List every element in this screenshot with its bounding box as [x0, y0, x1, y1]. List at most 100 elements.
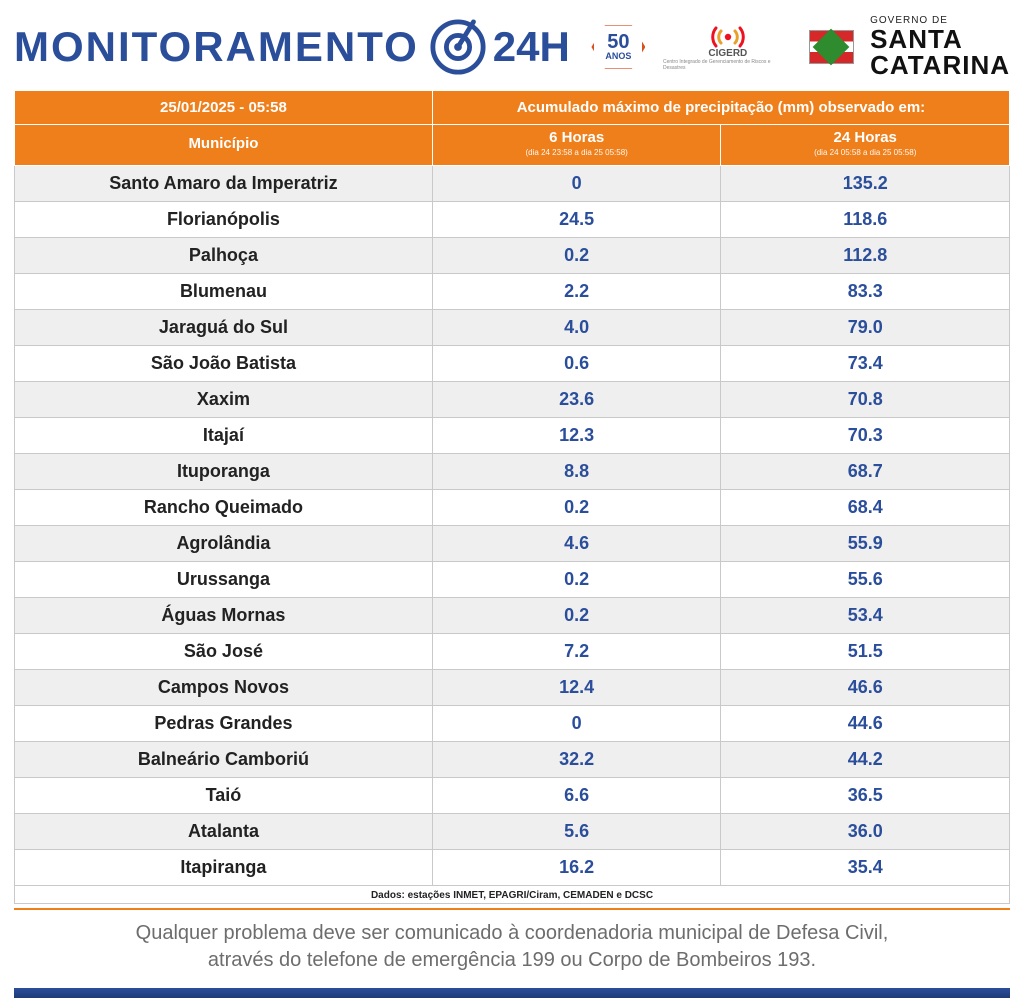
- cigerd-label: CIGERD: [708, 48, 747, 59]
- cell-municipio: Águas Mornas: [15, 598, 433, 634]
- cell-6h: 0.2: [432, 562, 721, 598]
- cell-municipio: Itajaí: [15, 418, 433, 454]
- hdr-col-municipio: Município: [15, 125, 433, 166]
- table-row: Palhoça0.2112.8: [15, 238, 1010, 274]
- cell-24h: 55.6: [721, 562, 1010, 598]
- cell-municipio: Itapiranga: [15, 850, 433, 886]
- cell-municipio: Agrolândia: [15, 526, 433, 562]
- cell-6h: 2.2: [432, 274, 721, 310]
- cell-6h: 12.4: [432, 670, 721, 706]
- logo-cigerd: CIGERD Centro Integrado de Gerenciamento…: [663, 24, 793, 71]
- cell-municipio: São José: [15, 634, 433, 670]
- cell-6h: 6.6: [432, 778, 721, 814]
- cell-municipio: Atalanta: [15, 814, 433, 850]
- cell-municipio: Palhoça: [15, 238, 433, 274]
- divider-blue: [14, 988, 1010, 998]
- cell-municipio: Campos Novos: [15, 670, 433, 706]
- cell-municipio: Jaraguá do Sul: [15, 310, 433, 346]
- cell-6h: 0.2: [432, 490, 721, 526]
- footer-line1: Qualquer problema deve ser comunicado à …: [136, 922, 889, 944]
- table-row: São João Batista0.673.4: [15, 346, 1010, 382]
- cell-24h: 46.6: [721, 670, 1010, 706]
- table-row: Rancho Queimado0.268.4: [15, 490, 1010, 526]
- cell-24h: 53.4: [721, 598, 1010, 634]
- table-row: São José7.251.5: [15, 634, 1010, 670]
- hdr-col-6h-label: 6 Horas: [437, 129, 717, 146]
- cell-municipio: Urussanga: [15, 562, 433, 598]
- hdr-timestamp: 25/01/2025 - 05:58: [15, 91, 433, 125]
- cell-24h: 70.3: [721, 418, 1010, 454]
- table-row: Jaraguá do Sul4.079.0: [15, 310, 1010, 346]
- data-sources: Dados: estações INMET, EPAGRI/Ciram, CEM…: [14, 886, 1010, 904]
- logo-50anos: 50 ANOS: [588, 20, 649, 74]
- brand-word: MONITORAMENTO: [14, 23, 419, 71]
- table-row: Balneário Camboriú32.244.2: [15, 742, 1010, 778]
- cell-24h: 51.5: [721, 634, 1010, 670]
- cell-municipio: Pedras Grandes: [15, 706, 433, 742]
- cell-6h: 0: [432, 706, 721, 742]
- logo-50-small: ANOS: [605, 51, 631, 61]
- cell-24h: 55.9: [721, 526, 1010, 562]
- table-row: Atalanta5.636.0: [15, 814, 1010, 850]
- table-row: Pedras Grandes044.6: [15, 706, 1010, 742]
- cell-6h: 5.6: [432, 814, 721, 850]
- cell-24h: 73.4: [721, 346, 1010, 382]
- cell-24h: 68.7: [721, 454, 1010, 490]
- cell-6h: 24.5: [432, 202, 721, 238]
- cell-6h: 4.6: [432, 526, 721, 562]
- brand-24h: 24H: [493, 23, 570, 71]
- hdr-col-24h-label: 24 Horas: [725, 129, 1005, 146]
- table-row: Florianópolis24.5118.6: [15, 202, 1010, 238]
- cell-municipio: Balneário Camboriú: [15, 742, 433, 778]
- cell-municipio: Ituporanga: [15, 454, 433, 490]
- table-row: Taió6.636.5: [15, 778, 1010, 814]
- cell-24h: 112.8: [721, 238, 1010, 274]
- cell-municipio: Rancho Queimado: [15, 490, 433, 526]
- table-row: Urussanga0.255.6: [15, 562, 1010, 598]
- cell-municipio: Blumenau: [15, 274, 433, 310]
- precip-table: 25/01/2025 - 05:58 Acumulado máximo de p…: [14, 90, 1010, 886]
- logo-50-big: 50: [607, 33, 629, 51]
- cell-6h: 16.2: [432, 850, 721, 886]
- table-row: Xaxim23.670.8: [15, 382, 1010, 418]
- hdr-col-6h-sub: (dia 24 23:58 a dia 25 05:58): [437, 148, 717, 157]
- gov-line1: SANTA: [870, 26, 1010, 52]
- cigerd-sub: Centro Integrado de Gerenciamento de Ris…: [663, 59, 793, 71]
- sc-flag-icon: [809, 30, 854, 64]
- cell-24h: 68.4: [721, 490, 1010, 526]
- gov-text: GOVERNO DE SANTA CATARINA: [870, 16, 1010, 78]
- hdr-col-municipio-label: Município: [19, 135, 428, 152]
- table-row: Ituporanga8.868.7: [15, 454, 1010, 490]
- cell-municipio: Taió: [15, 778, 433, 814]
- hdr-accum-title: Acumulado máximo de precipitação (mm) ob…: [432, 91, 1009, 125]
- gov-line2: CATARINA: [870, 52, 1010, 78]
- cell-24h: 44.2: [721, 742, 1010, 778]
- table-row: Águas Mornas0.253.4: [15, 598, 1010, 634]
- cell-24h: 70.8: [721, 382, 1010, 418]
- cell-6h: 23.6: [432, 382, 721, 418]
- footer-line2: através do telefone de emergência 199 ou…: [208, 949, 816, 971]
- cell-6h: 0: [432, 166, 721, 202]
- table-row: Blumenau2.283.3: [15, 274, 1010, 310]
- cell-municipio: Santo Amaro da Imperatriz: [15, 166, 433, 202]
- table-row: Itapiranga16.235.4: [15, 850, 1010, 886]
- cell-24h: 44.6: [721, 706, 1010, 742]
- hdr-col-6h: 6 Horas (dia 24 23:58 a dia 25 05:58): [432, 125, 721, 166]
- cell-6h: 4.0: [432, 310, 721, 346]
- table-row: Itajaí12.370.3: [15, 418, 1010, 454]
- cell-24h: 79.0: [721, 310, 1010, 346]
- cell-24h: 135.2: [721, 166, 1010, 202]
- cell-6h: 0.6: [432, 346, 721, 382]
- table-row: Agrolândia4.655.9: [15, 526, 1010, 562]
- cell-6h: 12.3: [432, 418, 721, 454]
- hdr-col-24h-sub: (dia 24 05:58 a dia 25 05:58): [725, 148, 1005, 157]
- cell-24h: 35.4: [721, 850, 1010, 886]
- cell-6h: 7.2: [432, 634, 721, 670]
- cell-6h: 8.8: [432, 454, 721, 490]
- hdr-col-24h: 24 Horas (dia 24 05:58 a dia 25 05:58): [721, 125, 1010, 166]
- signal-icon: [708, 24, 748, 50]
- cell-24h: 83.3: [721, 274, 1010, 310]
- table-row: Santo Amaro da Imperatriz0135.2: [15, 166, 1010, 202]
- cell-24h: 118.6: [721, 202, 1010, 238]
- cell-municipio: São João Batista: [15, 346, 433, 382]
